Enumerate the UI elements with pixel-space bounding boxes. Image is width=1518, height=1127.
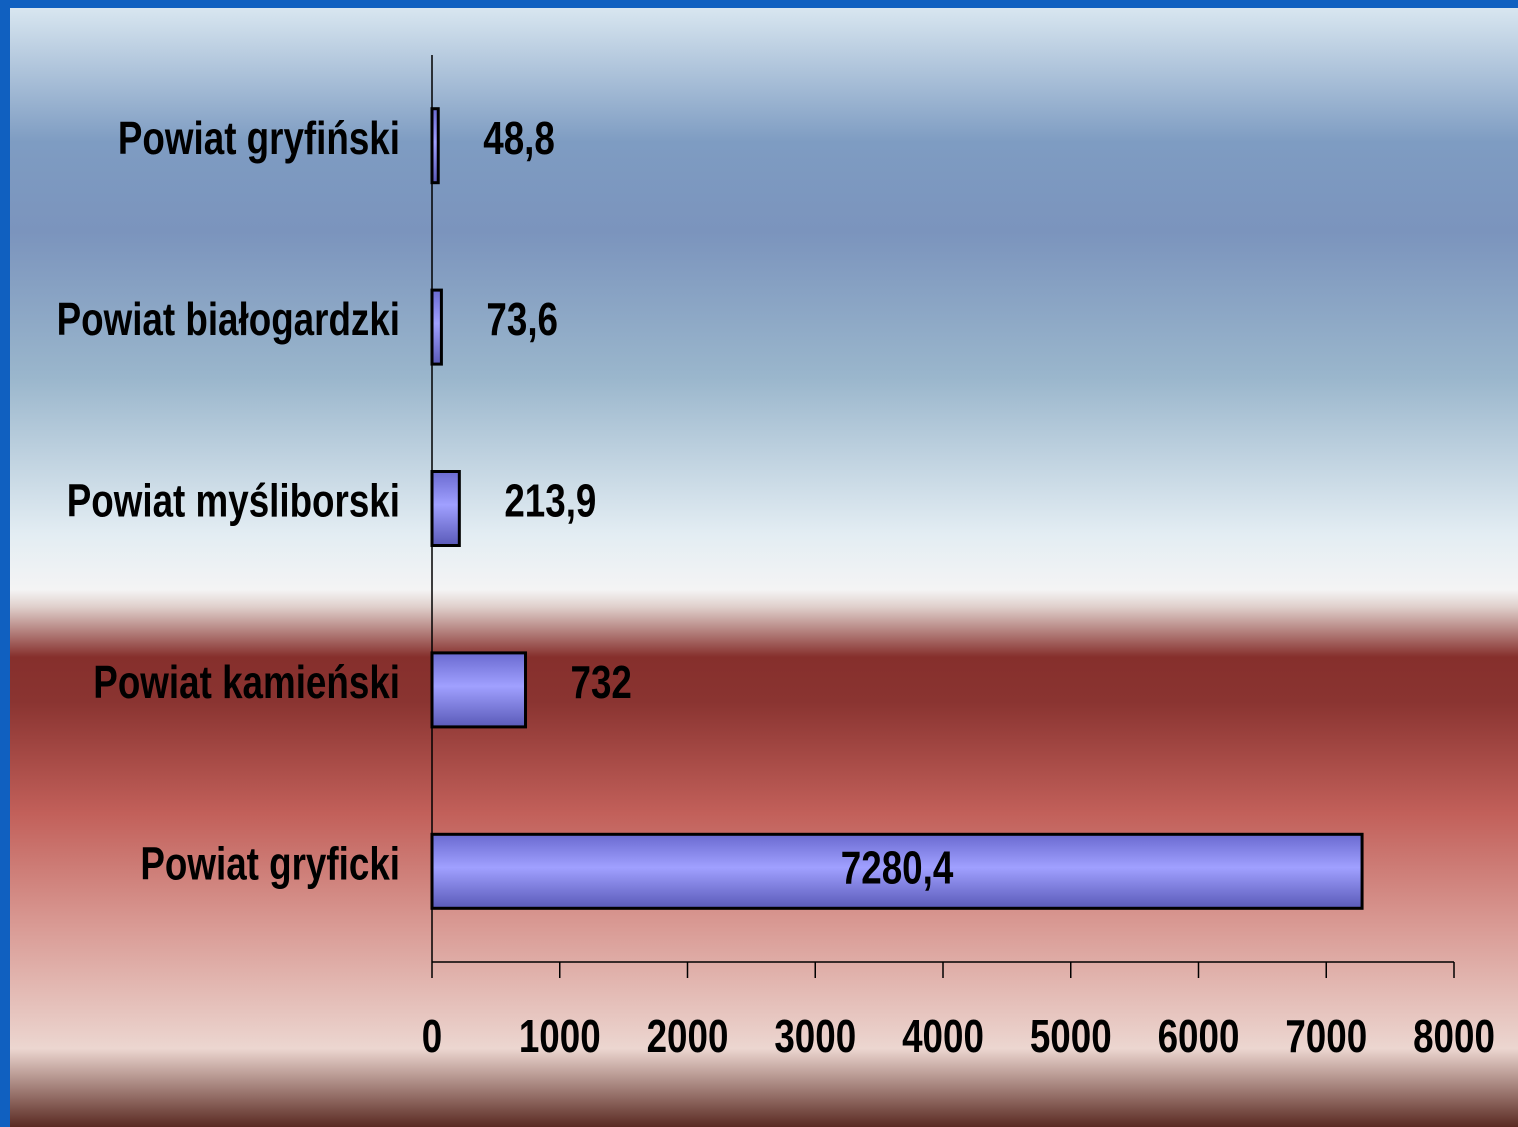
data-label: 213,9 — [504, 475, 596, 527]
background — [10, 8, 1518, 1127]
y-tick-label: Powiat gryfiński — [118, 112, 400, 164]
data-label: 732 — [571, 656, 632, 708]
x-tick-label: 6000 — [1158, 1010, 1240, 1062]
bar — [430, 470, 461, 547]
x-tick-label: 3000 — [774, 1010, 856, 1062]
bar — [430, 107, 440, 185]
x-tick-label: 2000 — [647, 1010, 729, 1062]
x-tick-label: 7000 — [1285, 1010, 1367, 1062]
y-tick-label: Powiat białogardzki — [57, 293, 400, 345]
x-tick-label: 4000 — [902, 1010, 984, 1062]
x-tick-label: 0 — [422, 1010, 442, 1062]
data-label: 7280,4 — [841, 841, 954, 893]
y-tick-label: Powiat myśliborski — [67, 475, 400, 527]
x-tick-label: 5000 — [1030, 1010, 1112, 1062]
bar — [430, 832, 1364, 910]
data-label: 48,8 — [483, 112, 555, 164]
x-tick-label: 8000 — [1413, 1010, 1495, 1062]
y-tick-label: Powiat gryficki — [140, 837, 400, 889]
data-label: 73,6 — [486, 293, 558, 345]
bar — [430, 288, 443, 366]
x-tick-label: 1000 — [519, 1010, 601, 1062]
y-tick-label: Powiat kamieński — [93, 656, 400, 708]
bar — [430, 651, 528, 729]
